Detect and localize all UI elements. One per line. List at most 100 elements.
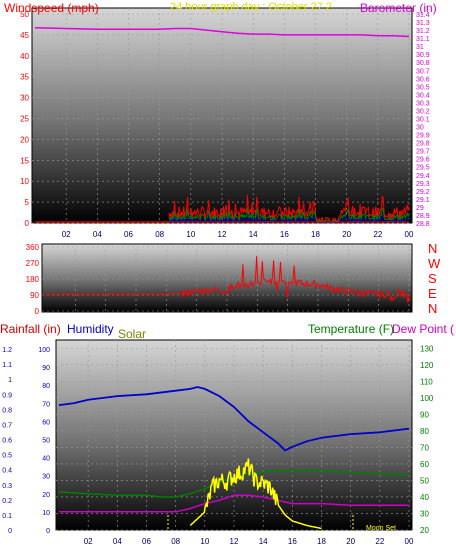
wind-y-tick-label: 20 xyxy=(20,135,29,144)
barometer-y-tick-label: 31 xyxy=(416,44,424,51)
wind-y-tick-label: 15 xyxy=(20,156,29,165)
humidity-y-tick-label: 50 xyxy=(42,438,50,445)
lower-x-tick-label: 06 xyxy=(142,537,151,546)
humidity-y-ticks: 0 10 20 30 40 50 60 70 80 90 100 xyxy=(38,347,50,535)
barometer-y-tick-label: 30.8 xyxy=(416,60,430,67)
windspeed-axis-label: Windspeed (mph) xyxy=(4,1,99,15)
rainfall-y-tick-label: 0.5 xyxy=(2,453,12,460)
wind-x-tick-label: 10 xyxy=(186,230,195,239)
barometer-y-tick-label: 30.1 xyxy=(416,117,430,124)
wind-y-tick-label: 35 xyxy=(20,73,29,82)
rainfall-y-ticks: 0 0.1 0.2 0.3 0.4 0.5 0.6 0.7 0.8 0.9 1 1.1 1.2 xyxy=(2,347,12,535)
lower-x-tick-label: 00 xyxy=(405,537,414,546)
barometer-y-tick-label: 29.1 xyxy=(416,197,430,204)
humidity-y-tick-label: 0 xyxy=(46,528,50,535)
wind-x-tick-label: 02 xyxy=(62,230,71,239)
barometer-y-tick-label: 29.8 xyxy=(416,141,430,148)
barometer-y-tick-label: 29.4 xyxy=(416,173,430,180)
rainfall-y-tick-label: 1 xyxy=(8,377,12,384)
temperature-y-tick-label: 100 xyxy=(420,394,434,403)
lower-x-tick-label: 16 xyxy=(288,537,297,546)
temperature-y-tick-label: 130 xyxy=(420,344,434,353)
rain-humidity-panel: 0 0.1 0.2 0.3 0.4 0.5 0.6 0.7 0.8 0.9 1 1.1 1.2 0 10 2… xyxy=(0,322,454,546)
temperature-y-tick-label: 20 xyxy=(420,526,429,535)
temperature-axis-label: Temperature (F) xyxy=(308,322,394,336)
wind-direction-line xyxy=(45,256,410,304)
lower-x-tick-label: 02 xyxy=(84,537,93,546)
barometer-y-ticks: 28.828.92929.129.229.329.429.529.629.729… xyxy=(416,12,430,228)
barometer-y-tick-label: 29.9 xyxy=(416,133,430,140)
direction-grid xyxy=(42,244,412,312)
rainfall-y-tick-label: 0.9 xyxy=(2,392,12,399)
barometer-y-tick-label: 29.6 xyxy=(416,157,430,164)
lower-x-tick-label: 08 xyxy=(171,537,180,546)
wind-y-ticks: 0 5 10 15 20 25 30 35 40 45 50 xyxy=(20,10,29,228)
humidity-y-tick-label: 90 xyxy=(42,365,50,372)
direction-y-tick-label: 270 xyxy=(26,259,40,268)
wind-x-tick-label: 18 xyxy=(311,230,320,239)
humidity-axis-label: Humidity xyxy=(67,322,114,336)
lower-grid xyxy=(56,340,412,531)
dewpoint-axis-label: Dew Point ( xyxy=(392,322,454,336)
lower-x-tick-label: 20 xyxy=(346,537,355,546)
temperature-line xyxy=(58,469,410,498)
rainfall-y-tick-label: 1.2 xyxy=(2,347,12,354)
barometer-y-tick-label: 29.5 xyxy=(416,165,430,172)
direction-y-tick-label: 0 xyxy=(35,307,40,316)
wind-x-tick-label: 00 xyxy=(405,230,414,239)
lower-x-tick-label: 12 xyxy=(230,537,239,546)
wind-y-tick-label: 0 xyxy=(25,219,30,228)
humidity-y-tick-label: 60 xyxy=(42,419,50,426)
wind-y-tick-label: 45 xyxy=(20,31,29,40)
direction-y-tick-label: 180 xyxy=(26,275,40,284)
barometer-y-tick-label: 30.3 xyxy=(416,100,430,107)
rainfall-y-tick-label: 0.7 xyxy=(2,422,12,429)
lower-x-tick-label: 04 xyxy=(113,537,122,546)
lower-x-tick-label: 10 xyxy=(200,537,209,546)
temperature-y-tick-label: 40 xyxy=(420,493,429,502)
rainfall-y-tick-label: 0.8 xyxy=(2,407,12,414)
barometer-y-tick-label: 30.5 xyxy=(416,84,430,91)
moon-set-label: Moon Set xyxy=(366,525,396,532)
direction-y-tick-label: 90 xyxy=(30,291,39,300)
barometer-y-tick-label: 29 xyxy=(416,205,424,212)
barometer-y-tick-label: 29.7 xyxy=(416,149,430,156)
lower-x-tick-label: 18 xyxy=(317,537,326,546)
humidity-y-tick-label: 100 xyxy=(38,347,50,354)
compass-letter-n: N xyxy=(428,241,437,256)
barometer-y-tick-label: 28.8 xyxy=(416,221,430,228)
humidity-y-tick-label: 70 xyxy=(42,401,50,408)
solar-axis-label: Solar xyxy=(118,327,146,341)
humidity-y-tick-label: 10 xyxy=(42,510,50,517)
wind-average-line xyxy=(168,207,410,224)
humidity-y-tick-label: 80 xyxy=(42,383,50,390)
temperature-y-tick-label: 90 xyxy=(420,410,429,419)
rainfall-y-tick-label: 0.2 xyxy=(2,498,12,505)
windspeed-line xyxy=(168,194,410,225)
temperature-y-tick-label: 30 xyxy=(420,509,429,518)
compass-letter-n: N xyxy=(428,301,437,316)
barometer-y-tick-label: 30.2 xyxy=(416,108,430,115)
barometer-y-tick-label: 31.1 xyxy=(416,36,430,43)
wind-y-tick-label: 25 xyxy=(20,115,29,124)
rainfall-y-tick-label: 0 xyxy=(8,528,12,535)
wind-x-tick-label: 14 xyxy=(249,230,258,239)
humidity-y-tick-label: 30 xyxy=(42,474,50,481)
barometer-y-tick-label: 29.2 xyxy=(416,189,430,196)
wind-x-tick-label: 12 xyxy=(218,230,227,239)
temperature-y-tick-label: 60 xyxy=(420,460,429,469)
wind-x-tick-label: 04 xyxy=(93,230,102,239)
wind-direction-series xyxy=(45,256,410,304)
rainfall-y-tick-label: 1.1 xyxy=(2,362,12,369)
compass-letter-e: E xyxy=(428,286,437,301)
wind-y-tick-label: 5 xyxy=(25,198,30,207)
lower-x-ticks: 02 04 06 08 10 12 14 16 18 20 22 00 xyxy=(84,537,414,546)
temperature-y-tick-label: 50 xyxy=(420,476,429,485)
barometer-y-tick-label: 30.9 xyxy=(416,52,430,59)
rainfall-y-tick-label: 0.6 xyxy=(2,438,12,445)
lower-x-tick-label: 14 xyxy=(259,537,268,546)
